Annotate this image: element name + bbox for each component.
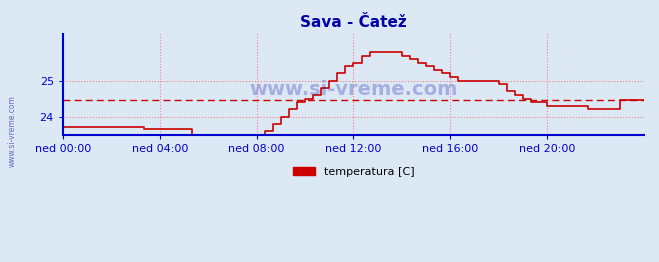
Title: Sava - Čatež: Sava - Čatež [300, 15, 407, 30]
Legend: temperatura [C]: temperatura [C] [288, 162, 418, 181]
Text: www.si-vreme.com: www.si-vreme.com [8, 95, 17, 167]
Text: www.si-vreme.com: www.si-vreme.com [249, 80, 457, 99]
